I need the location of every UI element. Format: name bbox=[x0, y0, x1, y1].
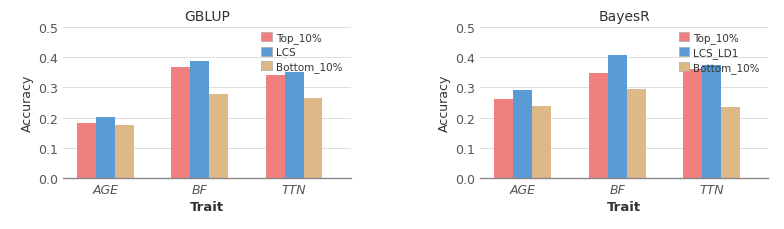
Bar bbox=[702, 66, 721, 179]
Y-axis label: Accuracy: Accuracy bbox=[20, 74, 34, 132]
Legend: Top_10%, LCS_LD1, Bottom_10%: Top_10%, LCS_LD1, Bottom_10% bbox=[676, 30, 763, 77]
Bar bbox=[721, 108, 740, 179]
Legend: Top_10%, LCS, Bottom_10%: Top_10%, LCS, Bottom_10% bbox=[258, 30, 346, 76]
Bar bbox=[684, 70, 702, 179]
Bar bbox=[172, 67, 191, 179]
Bar bbox=[77, 123, 96, 179]
Bar bbox=[589, 74, 608, 179]
Bar bbox=[285, 72, 303, 179]
Bar bbox=[114, 126, 133, 179]
Title: BayesR: BayesR bbox=[598, 10, 650, 24]
X-axis label: Trait: Trait bbox=[608, 201, 641, 213]
Y-axis label: Accuracy: Accuracy bbox=[438, 74, 452, 132]
Bar bbox=[303, 98, 322, 179]
Bar bbox=[96, 117, 114, 179]
Bar bbox=[532, 106, 551, 179]
Bar bbox=[209, 95, 228, 179]
Bar bbox=[191, 61, 209, 179]
Bar bbox=[266, 76, 285, 179]
Bar bbox=[495, 99, 514, 179]
X-axis label: Trait: Trait bbox=[190, 201, 223, 213]
Bar bbox=[514, 90, 532, 179]
Bar bbox=[608, 56, 626, 179]
Bar bbox=[626, 90, 645, 179]
Title: GBLUP: GBLUP bbox=[183, 10, 230, 24]
